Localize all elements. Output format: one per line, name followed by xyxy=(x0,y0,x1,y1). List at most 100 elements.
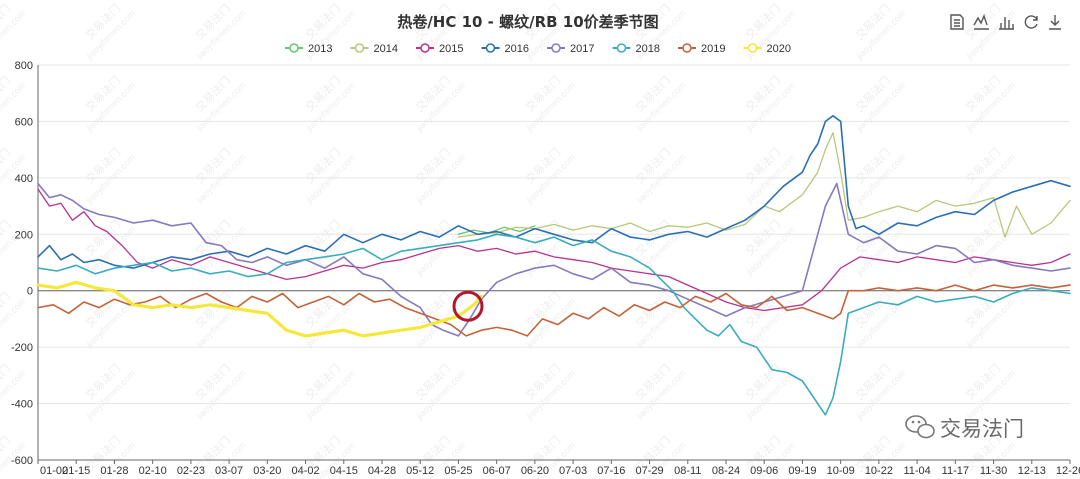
x-tick-label: 12-26 xyxy=(1056,465,1080,477)
legend-label: 2017 xyxy=(570,43,594,55)
legend-item-2020[interactable]: 2020 xyxy=(743,43,791,55)
x-tick-label: 02-10 xyxy=(139,465,167,477)
series-layer xyxy=(36,115,1071,416)
y-tick-label: 200 xyxy=(15,229,33,241)
x-tick-label: 09-19 xyxy=(788,465,816,477)
y-tick-label: -600 xyxy=(11,455,33,467)
x-tick-label: 01-15 xyxy=(62,465,90,477)
line-chart-icon[interactable] xyxy=(973,14,989,30)
legend-swatch-marker xyxy=(682,43,692,53)
legend: 2013 2014 2015 2016 2017 2018 2019 2020 xyxy=(285,43,791,55)
x-tick-label: 10-09 xyxy=(827,465,855,477)
x-tick-label: 04-15 xyxy=(330,465,358,477)
wechat-logo: 交易法门 xyxy=(905,415,1024,441)
x-tick-label: 04-02 xyxy=(291,465,319,477)
x-tick-label: 08-11 xyxy=(674,465,701,477)
legend-swatch-marker xyxy=(289,43,299,53)
x-tick-label: 11-04 xyxy=(903,465,930,477)
data-view-icon[interactable] xyxy=(950,14,964,30)
series-line-2018 xyxy=(37,233,1071,416)
x-tick-label: 01-02 xyxy=(40,465,68,477)
x-tick-label: 11-17 xyxy=(942,465,969,477)
series-line-2015 xyxy=(37,188,1071,312)
legend-item-2018[interactable]: 2018 xyxy=(612,43,660,55)
legend-item-2016[interactable]: 2016 xyxy=(481,43,529,55)
x-tick-label: 10-22 xyxy=(865,465,893,477)
x-tick-label: 06-20 xyxy=(521,465,549,477)
y-tick-label: 0 xyxy=(27,286,33,298)
series-line-2017 xyxy=(37,182,1071,337)
legend-swatch-marker xyxy=(551,43,561,53)
legend-label: 2014 xyxy=(374,43,398,55)
legend-item-2017[interactable]: 2017 xyxy=(547,43,594,55)
bar-chart-icon[interactable] xyxy=(999,17,1014,30)
download-icon[interactable] xyxy=(1049,15,1061,30)
legend-swatch-marker xyxy=(485,43,496,53)
legend-label: 2016 xyxy=(505,43,529,55)
x-tick-label: 08-24 xyxy=(712,465,740,477)
series-line-2014 xyxy=(457,132,1071,238)
x-tick-label: 06-07 xyxy=(483,465,511,477)
legend-swatch-marker xyxy=(354,43,365,53)
annotation-circle xyxy=(452,290,484,322)
x-tick-label: 04-28 xyxy=(368,465,396,477)
refresh-icon[interactable] xyxy=(1024,15,1038,29)
toolbox xyxy=(950,14,1061,30)
x-tick-label: 05-12 xyxy=(406,465,434,477)
x-tick-label: 09-06 xyxy=(750,465,778,477)
legend-item-2015[interactable]: 2015 xyxy=(416,43,463,55)
x-tick-label: 02-23 xyxy=(177,465,205,477)
y-tick-label: 600 xyxy=(15,116,33,128)
legend-item-2019[interactable]: 2019 xyxy=(678,43,725,55)
x-tick-label: 11-30 xyxy=(980,465,1007,477)
legend-item-2014[interactable]: 2014 xyxy=(350,43,398,55)
x-tick-label: 07-16 xyxy=(597,465,625,477)
legend-item-2013[interactable]: 2013 xyxy=(285,43,332,55)
legend-label: 2018 xyxy=(636,43,660,55)
x-tick-label: 05-25 xyxy=(444,465,472,477)
series-line-2020 xyxy=(36,280,483,338)
y-tick-label: -400 xyxy=(11,399,33,411)
grid xyxy=(38,64,1070,461)
series-line-2019 xyxy=(37,284,1071,337)
